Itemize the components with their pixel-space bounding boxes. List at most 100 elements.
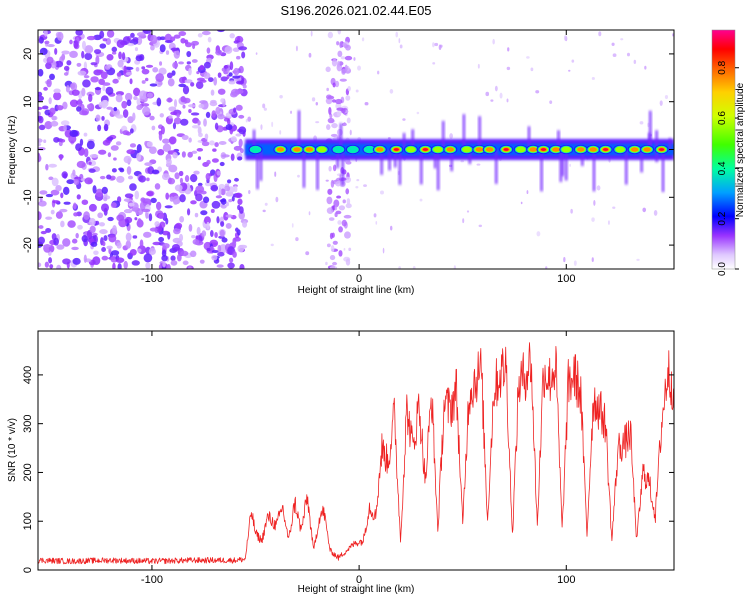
- noise-speckle: [188, 67, 192, 76]
- noise-speckle: [341, 68, 346, 75]
- noise-speckle: [60, 192, 64, 199]
- noise-speckle: [398, 266, 401, 269]
- noise-speckle: [506, 98, 509, 103]
- noise-speckle: [234, 177, 239, 182]
- noise-speckle: [156, 201, 162, 211]
- noise-speckle: [229, 257, 234, 263]
- noise-speckle: [55, 211, 63, 219]
- snr-x-tick-label: 100: [557, 574, 575, 586]
- noise-speckle: [122, 109, 129, 118]
- noise-speckle: [98, 222, 106, 227]
- noise-speckle: [343, 122, 346, 125]
- noise-speckle: [51, 115, 58, 121]
- noise-speckle: [67, 220, 76, 228]
- noise-speckle: [205, 111, 211, 119]
- noise-speckle: [225, 223, 232, 229]
- colorbar-tick-label: 0.6: [717, 111, 728, 125]
- signal-peak: [446, 147, 454, 152]
- noise-speckle: [88, 218, 96, 226]
- noise-speckle: [124, 216, 133, 224]
- noise-speckle: [226, 118, 231, 125]
- noise-speckle: [123, 65, 127, 74]
- noise-speckle: [611, 42, 615, 46]
- noise-speckle: [255, 52, 258, 56]
- noise-speckle: [133, 87, 141, 97]
- noise-speckle: [328, 106, 332, 115]
- noise-speckle: [117, 263, 122, 269]
- noise-speckle: [203, 61, 211, 69]
- noise-speckle: [170, 260, 178, 266]
- noise-speckle: [199, 100, 208, 104]
- noise-speckle: [65, 85, 70, 93]
- noise-speckle: [183, 97, 191, 104]
- noise-speckle: [83, 148, 89, 158]
- noise-speckle: [162, 143, 172, 153]
- noise-speckle: [220, 221, 225, 227]
- noise-speckle: [70, 83, 76, 89]
- noise-speckle: [327, 117, 335, 124]
- noise-speckle: [419, 198, 423, 202]
- noise-speckle: [520, 201, 523, 205]
- signal-spike: [259, 149, 263, 181]
- noise-speckle: [77, 224, 83, 230]
- noise-speckle: [336, 110, 342, 117]
- noise-speckle: [377, 70, 380, 75]
- noise-speckle: [134, 47, 139, 52]
- noise-speckle: [38, 111, 41, 117]
- noise-speckle: [84, 177, 93, 185]
- noise-speckle: [326, 87, 329, 92]
- noise-speckle: [164, 40, 173, 44]
- noise-speckle: [248, 189, 251, 195]
- noise-speckle: [297, 174, 300, 178]
- noise-speckle: [626, 52, 630, 57]
- colorbar-frame: [711, 29, 736, 270]
- noise-speckle: [151, 125, 156, 131]
- noise-speckle: [215, 49, 223, 56]
- noise-speckle: [137, 248, 142, 253]
- noise-speckle: [210, 230, 214, 238]
- noise-speckle: [60, 220, 65, 228]
- noise-speckle: [106, 174, 112, 180]
- noise-speckle: [232, 251, 237, 258]
- noise-speckle: [612, 206, 616, 209]
- noise-speckle: [38, 68, 44, 77]
- noise-speckle: [238, 126, 247, 135]
- noise-speckle: [232, 239, 237, 248]
- noise-speckle: [563, 257, 566, 263]
- noise-speckle: [155, 73, 165, 83]
- noise-speckle: [81, 40, 87, 50]
- noise-speckle: [235, 80, 245, 85]
- noise-speckle: [38, 106, 43, 111]
- noise-speckle: [203, 72, 211, 80]
- noise-speckle: [173, 99, 178, 108]
- signal-spike: [592, 149, 596, 192]
- noise-speckle: [172, 122, 177, 130]
- noise-speckle: [55, 185, 62, 192]
- noise-speckle: [184, 79, 193, 84]
- noise-speckle: [331, 123, 338, 129]
- noise-speckle: [159, 113, 164, 118]
- noise-speckle: [339, 41, 343, 49]
- noise-speckle: [344, 176, 352, 183]
- noise-speckle: [110, 145, 119, 151]
- noise-speckle: [44, 261, 49, 268]
- noise-speckle: [328, 217, 335, 221]
- noise-speckle: [166, 72, 173, 79]
- noise-speckle: [460, 160, 464, 163]
- noise-speckle: [432, 42, 435, 48]
- noise-speckle: [119, 168, 125, 173]
- noise-speckle: [345, 44, 351, 51]
- snr-x-label: Height of straight line (km): [298, 584, 415, 595]
- noise-speckle: [373, 213, 377, 218]
- noise-speckle: [45, 163, 49, 171]
- signal-spike: [462, 114, 466, 150]
- noise-speckle: [92, 185, 97, 194]
- noise-speckle: [148, 146, 157, 155]
- noise-speckle: [81, 235, 88, 243]
- noise-speckle: [344, 64, 348, 72]
- signal-spike: [564, 149, 568, 181]
- noise-speckle: [271, 121, 274, 128]
- noise-speckle: [217, 88, 226, 95]
- noise-speckle: [211, 110, 216, 118]
- noise-speckle: [344, 231, 351, 239]
